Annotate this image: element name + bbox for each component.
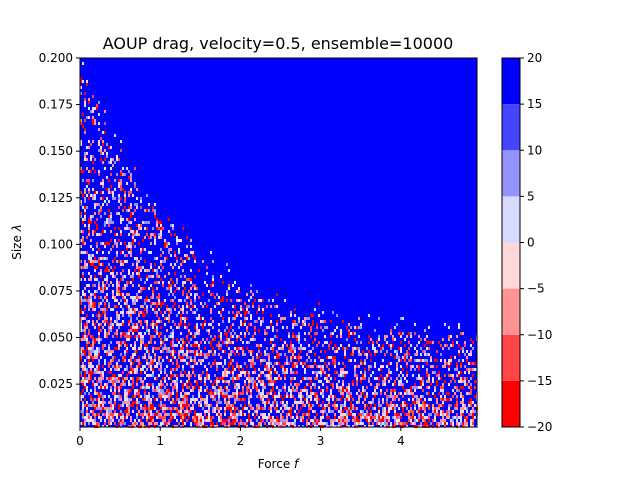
y-tick-label: 0.200 — [39, 51, 73, 65]
colorbar-tick-label: 0 — [527, 236, 535, 250]
colorbar-band — [502, 58, 520, 105]
y-tick-label: 0.025 — [39, 377, 73, 391]
colorbar-band — [502, 380, 520, 427]
x-axis: 0 1 2 3 4 — [76, 427, 405, 448]
colorbar-tick-label: −15 — [527, 374, 552, 388]
colorbar-band — [502, 288, 520, 335]
x-tick-label: 2 — [237, 434, 245, 448]
colorbar: −20 −15 −10 −5 0 5 10 15 20 — [501, 51, 552, 434]
colorbar-tick-label: 10 — [527, 143, 542, 157]
colorbar-tick-label: −10 — [527, 328, 552, 342]
y-axis-label: Size λ — [10, 224, 24, 260]
y-tick-label: 0.100 — [39, 237, 73, 251]
y-tick-label: 0.150 — [39, 144, 73, 158]
x-axis-label-var: f — [294, 457, 300, 471]
chart-title: AOUP drag, velocity=0.5, ensemble=10000 — [103, 34, 454, 53]
colorbar-tick-label: −20 — [527, 420, 552, 434]
y-tick-label: 0.050 — [39, 331, 73, 345]
plot-frame — [79, 57, 478, 428]
x-tick-label: 1 — [156, 434, 164, 448]
colorbar-tick-label: 20 — [527, 51, 542, 65]
colorbar-band — [502, 334, 520, 381]
x-axis-label-text: Force — [258, 457, 294, 471]
y-tick-label: 0.125 — [39, 191, 73, 205]
x-tick-label: 0 — [76, 434, 84, 448]
x-tick-label: 3 — [317, 434, 325, 448]
x-axis-label: Force f — [258, 457, 300, 471]
y-axis: 0.025 0.050 0.075 0.100 0.125 0.150 0.175 0.200 — [39, 51, 80, 391]
colorbar-tick-label: 5 — [527, 189, 535, 203]
colorbar-band — [502, 104, 520, 151]
x-tick-label: 4 — [397, 434, 405, 448]
colorbar-tick-label: 15 — [527, 97, 542, 111]
heatmap-plot — [79, 57, 478, 428]
y-axis-label-text: Size — [10, 231, 24, 259]
colorbar-tick-label: −5 — [527, 282, 545, 296]
y-tick-label: 0.075 — [39, 284, 73, 298]
colorbar-band — [502, 150, 520, 197]
y-axis-label-var: λ — [10, 224, 24, 232]
colorbar-band — [502, 196, 520, 243]
y-tick-label: 0.175 — [39, 98, 73, 112]
colorbar-band — [502, 242, 520, 289]
